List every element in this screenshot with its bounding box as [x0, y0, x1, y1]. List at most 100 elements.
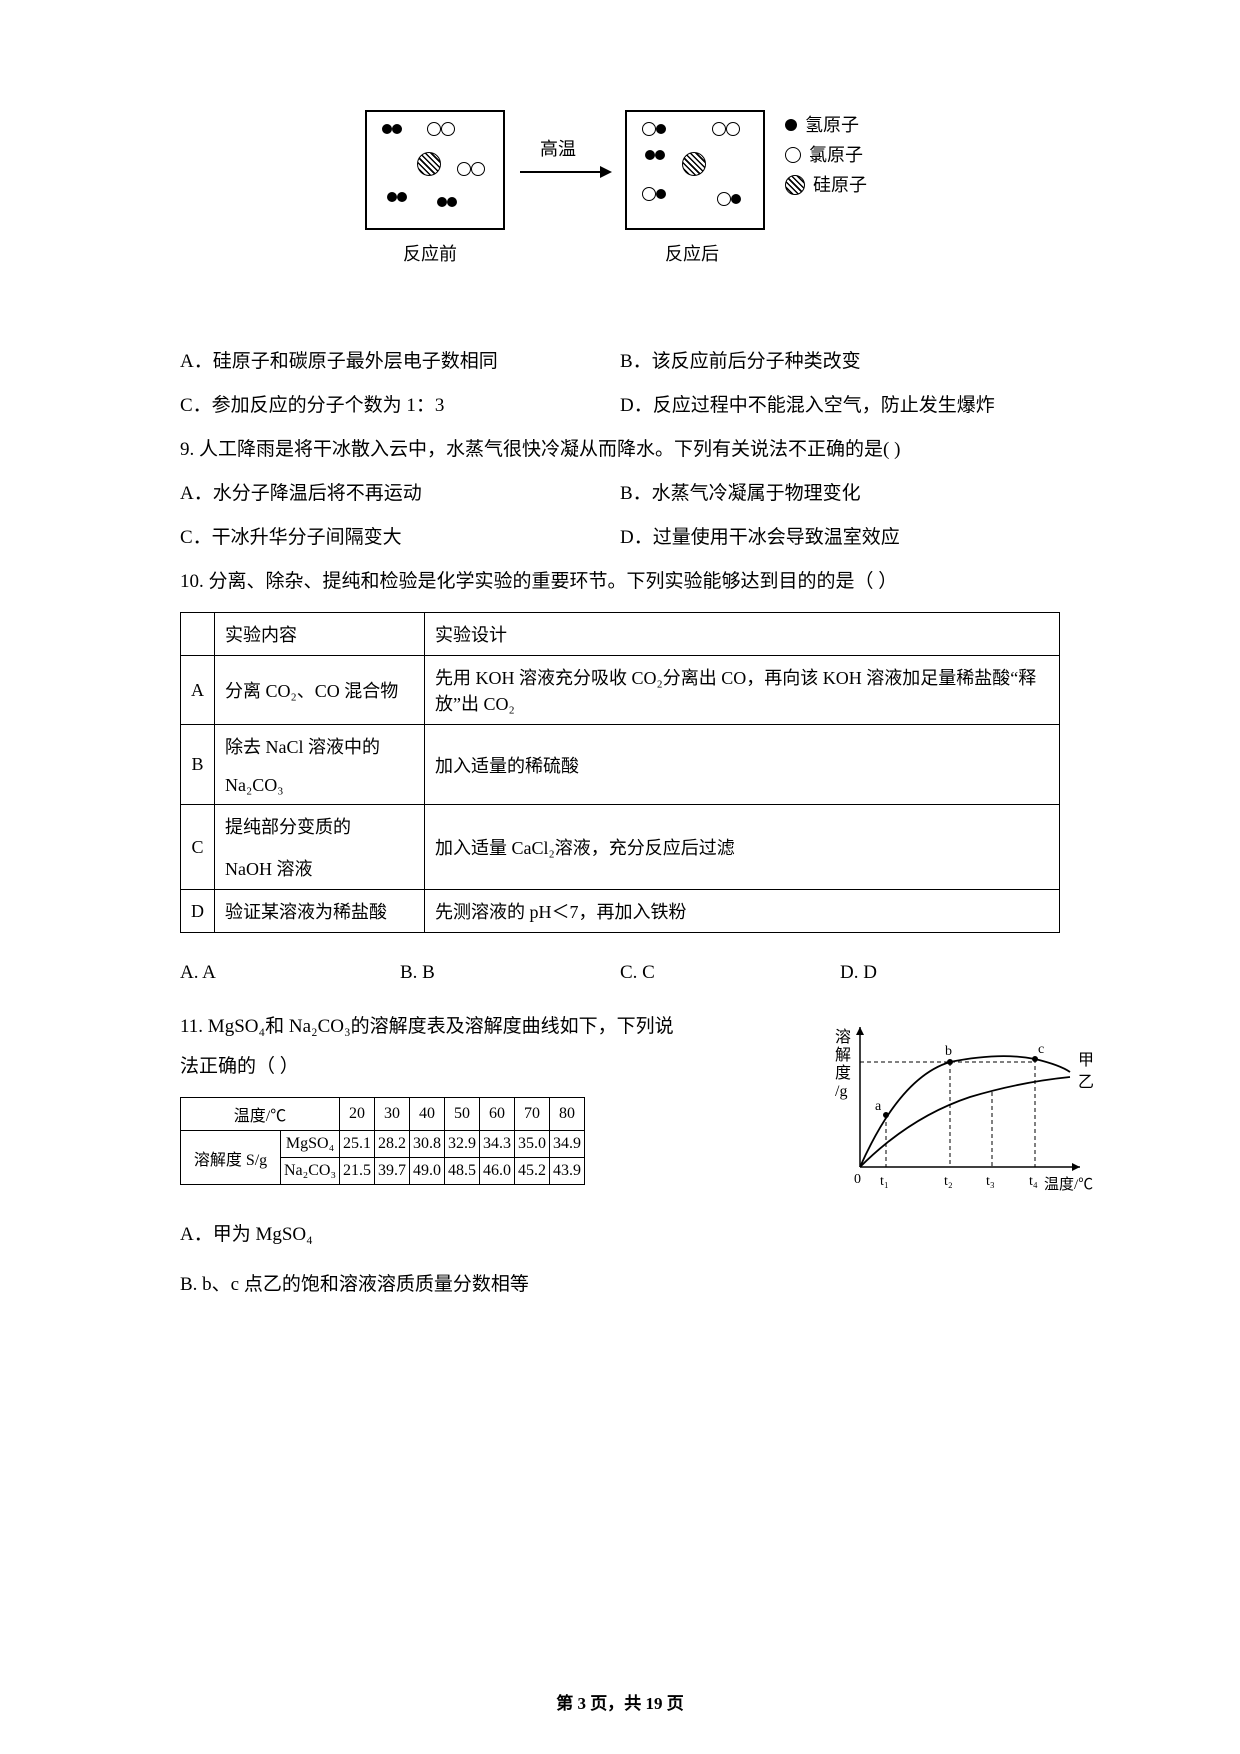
q9-opt-d: D．过量使用干冰会导致温室效应 [620, 516, 1060, 560]
curve1-label: 甲 [1078, 1052, 1094, 1069]
q10-rowB-design: 加入适量的稀硫酸 [425, 725, 1060, 805]
q9-opt-b: B．水蒸气冷凝属于物理变化 [620, 472, 1060, 516]
q11-t4: 60 [480, 1098, 515, 1131]
svg-text:t₁: t₁ [880, 1174, 889, 1189]
ylabel: 溶 [835, 1028, 851, 1046]
q11-stem-l2: 法正确的（ ） [180, 1047, 770, 1087]
q10-ans-b: B. B [400, 953, 620, 993]
q11-th-sol: 溶解度 S/g [181, 1131, 281, 1185]
q10-rowB-k: B [181, 725, 215, 805]
q10-rowC-l1: 提纯部分变质的 [225, 813, 414, 839]
q9-row2: C．干冰升华分子间隔变大 D．过量使用干冰会导致温室效应 [180, 516, 1060, 560]
q10-rowD-content: 验证某溶液为稀盐酸 [215, 890, 425, 933]
after-box [625, 110, 765, 230]
after-label: 反应后 [665, 240, 719, 266]
q10-ans-d: D. D [840, 953, 1060, 993]
q11-r0-1: 28.2 [375, 1131, 410, 1158]
q9-opt-c: C．干冰升华分子间隔变大 [180, 516, 620, 560]
q10-answers: A. A B. B C. C D. D [180, 953, 1060, 993]
q11-r0-5: 35.0 [515, 1131, 550, 1158]
q10-rowB-content: 除去 NaCl 溶液中的 Na₂CO₃ [215, 725, 425, 805]
legend-text: 氯原子 [809, 140, 863, 170]
q10-table: 实验内容 实验设计 A 分离 CO₂、CO 混合物 先用 KOH 溶液充分吸收 … [180, 612, 1060, 933]
q10-ans-c: C. C [620, 953, 840, 993]
q11-r1-5: 45.2 [515, 1158, 550, 1185]
q10-rowD-design: 先测溶液的 pH＜7，再加入铁粉 [425, 890, 1060, 933]
q8-options-row1: A．硅原子和碳原子最外层电子数相同 B．该反应前后分子种类改变 [180, 340, 1060, 384]
q10-stem: 10. 分离、除杂、提纯和检验是化学实验的重要环节。下列实验能够达到目的的是（ … [180, 560, 1060, 604]
q10-h2: 实验设计 [425, 613, 1060, 656]
svg-text:t₄: t₄ [1029, 1174, 1038, 1189]
q11-t5: 70 [515, 1098, 550, 1131]
q11-r0-name: MgSO₄ [281, 1131, 340, 1158]
q10-rowA-k: A [181, 656, 215, 725]
q10-rowA-content: 分离 CO₂、CO 混合物 [215, 656, 425, 725]
q10-rowB-l2: Na₂CO₃ [225, 775, 414, 796]
q11-t6: 80 [550, 1098, 585, 1131]
svg-text:t₃: t₃ [986, 1174, 995, 1189]
q11-opt-a: A．甲为 MgSO₄ [180, 1213, 1060, 1257]
hydrogen-dot-icon [785, 119, 797, 131]
svg-text:解: 解 [835, 1046, 851, 1064]
q11-t3: 50 [445, 1098, 480, 1131]
q10-rowA-design: 先用 KOH 溶液充分吸收 CO₂分离出 CO，再向该 KOH 溶液加足量稀盐酸… [425, 656, 1060, 725]
q10-rowC-content: 提纯部分变质的 NaOH 溶液 [215, 805, 425, 890]
q11-block: 11. MgSO₄和 Na₂CO₃的溶解度表及溶解度曲线如下，下列说 法正确的（… [180, 1007, 1060, 1185]
q10-rowC-design: 加入适量 CaCl₂溶液，充分反应后过滤 [425, 805, 1060, 890]
silicon-dot-icon [785, 175, 805, 195]
solubility-chart: 溶 解 度 /g 0 甲 乙 a b c t₁ t₂ t₃ t₄ 温度/℃ [820, 1017, 1100, 1197]
atom-legend: 氢原子 氯原子 硅原子 [785, 110, 867, 200]
q11-r1-3: 48.5 [445, 1158, 480, 1185]
q11-r1-6: 43.9 [550, 1158, 585, 1185]
q11-r1-name: Na₂CO₃ [281, 1158, 340, 1185]
q10-ans-a: A. A [180, 953, 400, 993]
q11-r0-2: 30.8 [410, 1131, 445, 1158]
q9-row1: A．水分子降温后将不再运动 B．水蒸气冷凝属于物理变化 [180, 472, 1060, 516]
q11-t1: 30 [375, 1098, 410, 1131]
page-footer: 第 3 页，共 19 页 [0, 1689, 1240, 1714]
curve2-label: 乙 [1078, 1074, 1094, 1091]
q10-h1: 实验内容 [215, 613, 425, 656]
q11-th-temp: 温度/℃ [181, 1098, 340, 1131]
reaction-arrow [520, 160, 612, 181]
svg-text:b: b [945, 1044, 952, 1059]
q11-r1-2: 49.0 [410, 1158, 445, 1185]
chlorine-dot-icon [785, 147, 801, 163]
before-box [365, 110, 505, 230]
svg-text:温度/℃: 温度/℃ [1044, 1176, 1093, 1193]
q10-rowC-l2: NaOH 溶液 [225, 855, 414, 881]
q11-r1-0: 21.5 [340, 1158, 375, 1185]
q10-h0 [181, 613, 215, 656]
q11-solubility-table: 温度/℃ 20 30 40 50 60 70 80 溶解度 S/g MgSO₄ … [180, 1097, 585, 1185]
q11-r0-3: 32.9 [445, 1131, 480, 1158]
q9-stem: 9. 人工降雨是将干冰散入云中，水蒸气很快冷凝从而降水。下列有关说法不正确的是(… [180, 428, 1060, 472]
q11-t2: 40 [410, 1098, 445, 1131]
svg-text:t₂: t₂ [944, 1174, 953, 1189]
q8-opt-a: A．硅原子和碳原子最外层电子数相同 [180, 340, 620, 384]
q8-opt-d: D．反应过程中不能混入空气，防止发生爆炸 [620, 384, 1060, 428]
q11-stem-l1: 11. MgSO₄和 Na₂CO₃的溶解度表及溶解度曲线如下，下列说 [180, 1007, 770, 1047]
reaction-diagram: 高温 反应前 反应后 氢原子 氯原子 硅原子 [345, 100, 895, 300]
q10-rowD-k: D [181, 890, 215, 933]
q11-r0-4: 34.3 [480, 1131, 515, 1158]
before-label: 反应前 [403, 240, 457, 266]
q11-r1-4: 46.0 [480, 1158, 515, 1185]
legend-text: 氢原子 [805, 110, 859, 140]
q11-r1-1: 39.7 [375, 1158, 410, 1185]
q11-r0-0: 25.1 [340, 1131, 375, 1158]
svg-text:0: 0 [854, 1172, 861, 1187]
svg-text:/g: /g [835, 1083, 847, 1100]
q8-opt-c: C．参加反应的分子个数为 1：3 [180, 384, 620, 428]
q8-opt-b: B．该反应前后分子种类改变 [620, 340, 1060, 384]
q10-rowC-k: C [181, 805, 215, 890]
svg-text:c: c [1038, 1042, 1044, 1057]
arrow-label: 高温 [540, 135, 576, 161]
q11-r0-6: 34.9 [550, 1131, 585, 1158]
q10-rowB-l1: 除去 NaCl 溶液中的 [225, 733, 414, 759]
svg-text:度: 度 [835, 1064, 851, 1082]
q11-opt-b: B. b、c 点乙的饱和溶液溶质质量分数相等 [180, 1263, 1060, 1307]
q8-options-row2: C．参加反应的分子个数为 1：3 D．反应过程中不能混入空气，防止发生爆炸 [180, 384, 1060, 428]
legend-text: 硅原子 [813, 170, 867, 200]
q9-opt-a: A．水分子降温后将不再运动 [180, 472, 620, 516]
q11-t0: 20 [340, 1098, 375, 1131]
